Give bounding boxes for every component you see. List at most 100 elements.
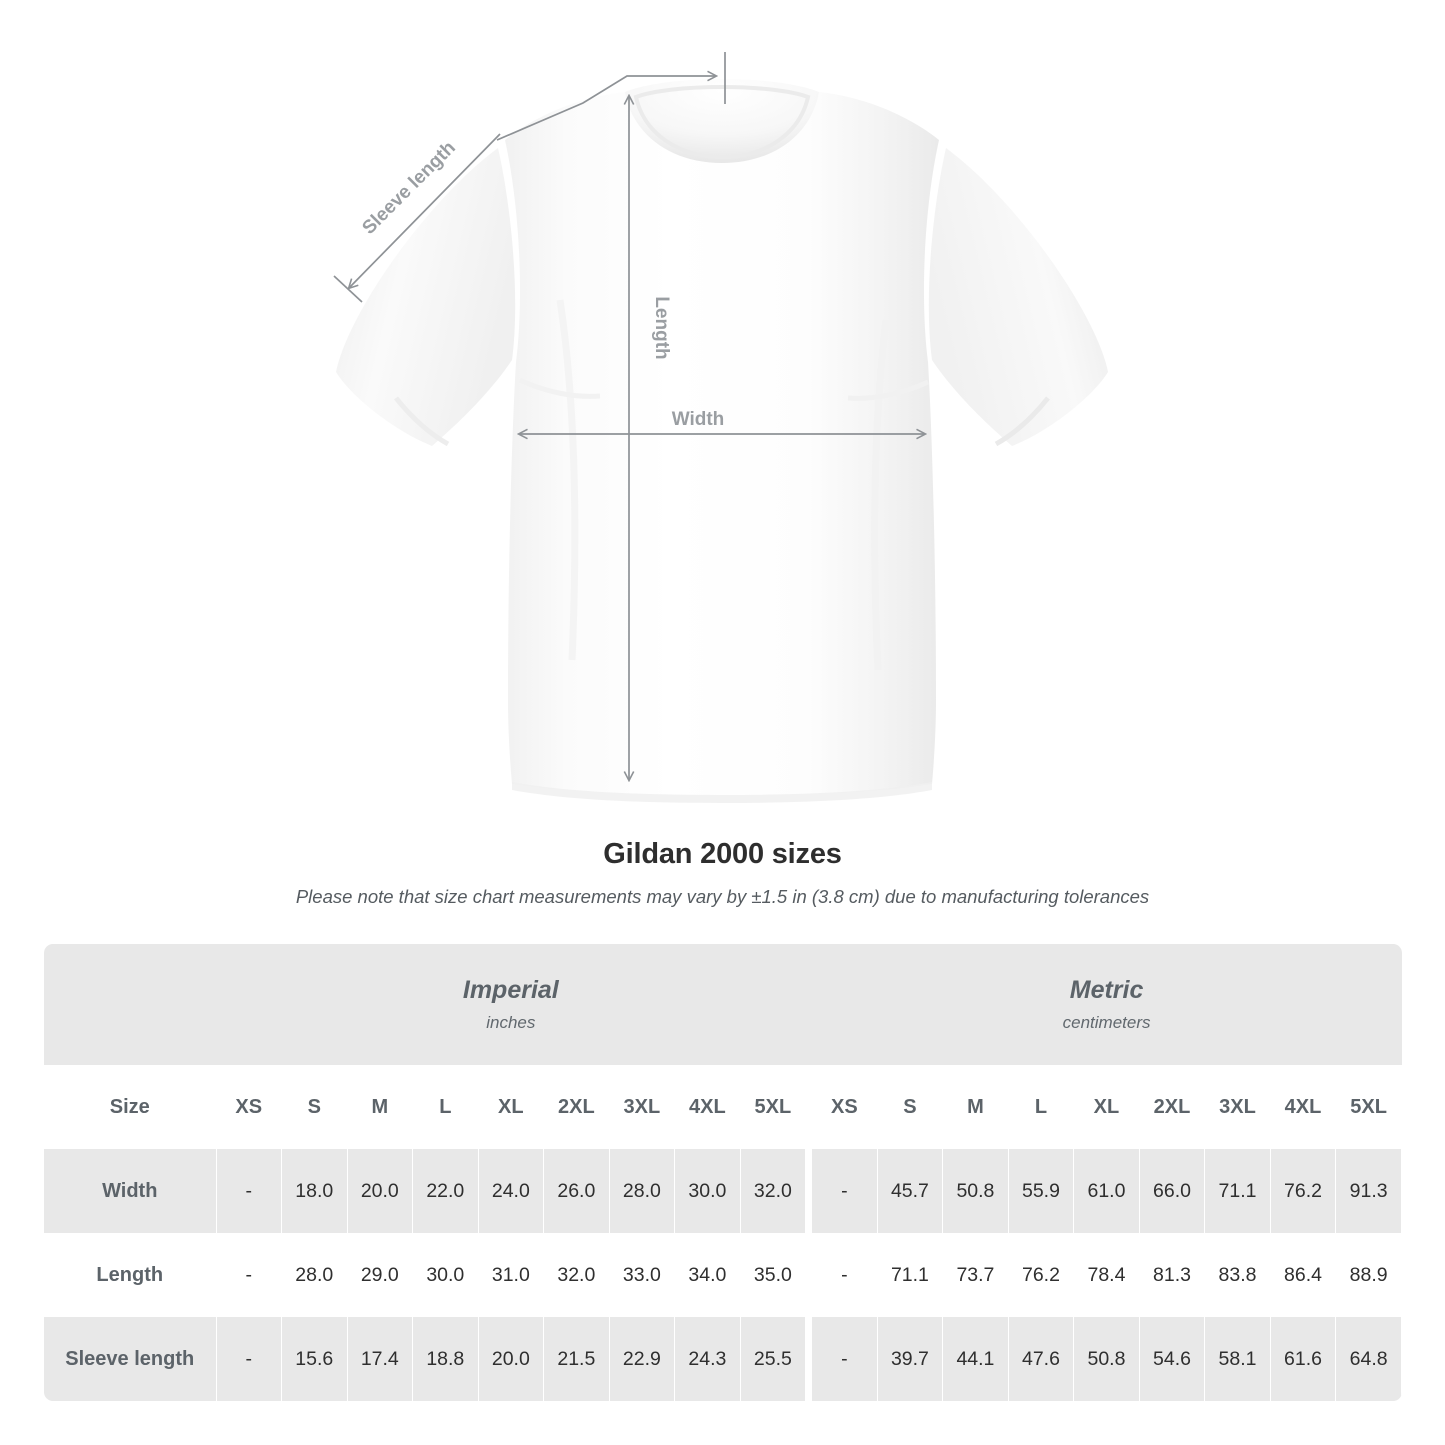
size-header-imperial-xs: XS bbox=[215, 1065, 283, 1149]
cell-imperial-length-2xl: 32.0 bbox=[543, 1233, 610, 1317]
size-header-imperial-l: L bbox=[412, 1065, 479, 1149]
size-header-metric-5xl: 5XL bbox=[1335, 1065, 1402, 1149]
cell-metric-sleeve-length-s: 39.7 bbox=[876, 1317, 944, 1401]
cell-metric-sleeve-length-3xl: 58.1 bbox=[1204, 1317, 1271, 1401]
cell-metric-width-5xl: 91.3 bbox=[1335, 1149, 1402, 1233]
table-row: Length -28.0 29.0 30.0 31.0 32.0 33.0 34.0 35.0-… bbox=[44, 1233, 1402, 1317]
cell-imperial-sleeve-length-m: 17.4 bbox=[346, 1317, 414, 1401]
page-title: Gildan 2000 sizes bbox=[603, 838, 842, 870]
row-label-width: Width bbox=[44, 1149, 217, 1233]
size-header-metric-xl: XL bbox=[1073, 1065, 1140, 1149]
tshirt-silhouette bbox=[336, 79, 1108, 803]
unit-header-subtitle: inches bbox=[486, 1012, 536, 1032]
unit-header-metric: Metric centimeters bbox=[812, 944, 1402, 1065]
tshirt-diagram-panel: Sleeve length Length Width bbox=[333, 52, 1108, 803]
size-chart-table-wrapper: Imperial inches Metric centimeters Size XS S M L… bbox=[44, 944, 1402, 1401]
cell-imperial-sleeve-length-2xl: 21.5 bbox=[543, 1317, 610, 1401]
cell-metric-sleeve-length-m: 44.1 bbox=[942, 1317, 1009, 1401]
system-divider-cell bbox=[805, 1233, 812, 1317]
width-label: Width bbox=[672, 409, 725, 430]
cell-metric-length-xs: - bbox=[811, 1233, 878, 1317]
chart-heading-block: Gildan 2000 sizes Please note that size … bbox=[0, 836, 1445, 909]
size-header-imperial-s: S bbox=[281, 1065, 348, 1149]
system-divider-cell bbox=[805, 1317, 812, 1401]
size-header-metric-2xl: 2XL bbox=[1138, 1065, 1206, 1149]
cell-imperial-length-4xl: 34.0 bbox=[674, 1233, 741, 1317]
cell-metric-width-2xl: 66.0 bbox=[1138, 1149, 1206, 1233]
cell-imperial-length-3xl: 33.0 bbox=[608, 1233, 676, 1317]
cell-imperial-width-4xl: 30.0 bbox=[674, 1149, 741, 1233]
cell-metric-length-4xl: 86.4 bbox=[1269, 1233, 1337, 1317]
cell-imperial-width-m: 20.0 bbox=[346, 1149, 414, 1233]
cell-metric-sleeve-length-5xl: 64.8 bbox=[1335, 1317, 1402, 1401]
row-label-length: Length bbox=[44, 1233, 217, 1317]
cell-metric-length-3xl: 83.8 bbox=[1204, 1233, 1271, 1317]
cell-metric-length-s: 71.1 bbox=[876, 1233, 944, 1317]
size-header-imperial-4xl: 4XL bbox=[674, 1065, 741, 1149]
cell-metric-sleeve-length-xs: - bbox=[811, 1317, 878, 1401]
row-label-sleeve-length: Sleeve length bbox=[44, 1317, 217, 1401]
unit-header-name: Metric bbox=[1069, 975, 1144, 1004]
size-header-metric-m: M bbox=[942, 1065, 1009, 1149]
cell-metric-length-xl: 78.4 bbox=[1073, 1233, 1140, 1317]
cell-imperial-sleeve-length-xs: - bbox=[215, 1317, 283, 1401]
cell-imperial-width-3xl: 28.0 bbox=[608, 1149, 676, 1233]
cell-metric-sleeve-length-4xl: 61.6 bbox=[1269, 1317, 1337, 1401]
cell-metric-width-xl: 61.0 bbox=[1073, 1149, 1140, 1233]
cell-metric-length-m: 73.7 bbox=[942, 1233, 1009, 1317]
system-divider-cell bbox=[805, 1065, 812, 1149]
cell-metric-length-5xl: 88.9 bbox=[1335, 1233, 1402, 1317]
cell-imperial-width-5xl: 32.0 bbox=[739, 1149, 807, 1233]
size-header-row: Size XS S M L XL 2XL 3XL 4XL 5XL XS S M L XL 2XL 3XL 4XL 5… bbox=[44, 1065, 1402, 1149]
size-header-metric-4xl: 4XL bbox=[1269, 1065, 1337, 1149]
table-row: Width -18.0 20.0 22.0 24.0 26.0 28.0 30.0 32.0-4… bbox=[44, 1149, 1402, 1233]
size-column-header: Size bbox=[44, 1065, 217, 1149]
cell-metric-length-2xl: 81.3 bbox=[1138, 1233, 1206, 1317]
unit-system-header-row: Imperial inches Metric centimeters bbox=[44, 944, 1402, 1065]
tshirt-diagram-image: Sleeve length Length Width bbox=[333, 52, 1108, 803]
cell-metric-width-s: 45.7 bbox=[876, 1149, 944, 1233]
cell-metric-width-l: 55.9 bbox=[1007, 1149, 1075, 1233]
cell-imperial-length-xs: - bbox=[215, 1233, 283, 1317]
system-divider-cell bbox=[805, 1149, 812, 1233]
cell-imperial-width-s: 18.0 bbox=[281, 1149, 348, 1233]
cell-imperial-length-l: 30.0 bbox=[412, 1233, 479, 1317]
cell-metric-sleeve-length-2xl: 54.6 bbox=[1138, 1317, 1206, 1401]
cell-imperial-width-2xl: 26.0 bbox=[543, 1149, 610, 1233]
size-header-imperial-2xl: 2XL bbox=[543, 1065, 610, 1149]
cell-imperial-sleeve-length-l: 18.8 bbox=[412, 1317, 479, 1401]
cell-imperial-sleeve-length-xl: 20.0 bbox=[477, 1317, 545, 1401]
cell-imperial-sleeve-length-s: 15.6 bbox=[281, 1317, 348, 1401]
size-header-metric-l: L bbox=[1007, 1065, 1075, 1149]
unit-header-subtitle: centimeters bbox=[1062, 1012, 1151, 1032]
size-header-imperial-m: M bbox=[346, 1065, 414, 1149]
size-header-imperial-5xl: 5XL bbox=[739, 1065, 807, 1149]
cell-imperial-sleeve-length-3xl: 22.9 bbox=[608, 1317, 676, 1401]
cell-metric-length-l: 76.2 bbox=[1007, 1233, 1075, 1317]
cell-imperial-length-xl: 31.0 bbox=[477, 1233, 545, 1317]
unit-row-spacer bbox=[44, 944, 216, 1065]
length-label: Length bbox=[651, 296, 672, 359]
unit-header-name: Imperial bbox=[462, 975, 559, 1004]
size-header-imperial-xl: XL bbox=[477, 1065, 545, 1149]
diagram-annotations bbox=[333, 52, 925, 780]
cell-imperial-length-5xl: 35.0 bbox=[739, 1233, 807, 1317]
size-header-metric-s: S bbox=[876, 1065, 944, 1149]
cell-imperial-sleeve-length-5xl: 25.5 bbox=[739, 1317, 807, 1401]
cell-imperial-width-l: 22.0 bbox=[412, 1149, 479, 1233]
cell-metric-width-3xl: 71.1 bbox=[1204, 1149, 1271, 1233]
cell-metric-sleeve-length-l: 47.6 bbox=[1007, 1317, 1075, 1401]
cell-imperial-width-xs: - bbox=[215, 1149, 283, 1233]
size-chart-table: Imperial inches Metric centimeters Size XS S M L… bbox=[44, 944, 1402, 1401]
size-header-metric-xs: XS bbox=[811, 1065, 878, 1149]
cell-imperial-width-xl: 24.0 bbox=[477, 1149, 545, 1233]
cell-metric-sleeve-length-xl: 50.8 bbox=[1073, 1317, 1140, 1401]
cell-metric-width-xs: - bbox=[811, 1149, 878, 1233]
size-header-imperial-3xl: 3XL bbox=[608, 1065, 676, 1149]
cell-imperial-length-s: 28.0 bbox=[281, 1233, 348, 1317]
size-header-metric-3xl: 3XL bbox=[1204, 1065, 1271, 1149]
table-row: Sleeve length -15.6 17.4 18.8 20.0 21.5 22.9 24… bbox=[44, 1317, 1402, 1401]
cell-metric-width-m: 50.8 bbox=[942, 1149, 1009, 1233]
cell-metric-width-4xl: 76.2 bbox=[1269, 1149, 1337, 1233]
cell-imperial-sleeve-length-4xl: 24.3 bbox=[674, 1317, 741, 1401]
